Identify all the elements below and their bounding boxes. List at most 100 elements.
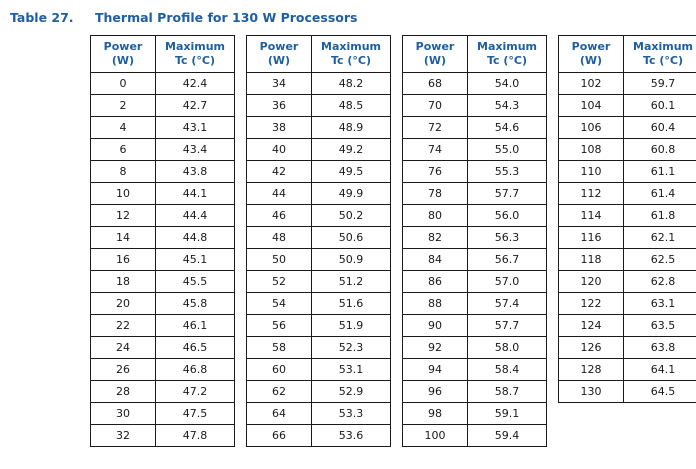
table-row: 122 63.1 — [558, 292, 696, 315]
tc-cell: 42.7 — [155, 94, 235, 117]
table-row: 28 47.2 — [90, 380, 235, 403]
power-cell: 98 — [402, 402, 468, 425]
power-cell: 26 — [90, 358, 156, 381]
power-cell: 44 — [246, 182, 312, 205]
tc-cell: 62.8 — [623, 270, 696, 293]
table-row: 74 55.0 — [402, 138, 547, 161]
table-row: 120 62.8 — [558, 270, 696, 293]
tc-cell: 44.8 — [155, 226, 235, 249]
table-row: 52 51.2 — [246, 270, 391, 293]
tc-cell: 56.7 — [467, 248, 547, 271]
tc-cell: 47.5 — [155, 402, 235, 425]
tables-row: Power (W) Maximum Tc (°C) 0 42.4 2 42.7 4 43.1 6 43… — [90, 35, 696, 447]
tc-cell: 53.1 — [311, 358, 391, 381]
table-row: 70 54.3 — [402, 94, 547, 117]
tc-cell: 48.9 — [311, 116, 391, 139]
table-row: 86 57.0 — [402, 270, 547, 293]
power-cell: 10 — [90, 182, 156, 205]
tc-cell: 43.4 — [155, 138, 235, 161]
power-cell: 68 — [402, 72, 468, 95]
thermal-table-4: Power (W) Maximum Tc (°C) 102 59.7 104 60.1 106 6… — [558, 35, 696, 403]
header-row: Power (W) Maximum Tc (°C) — [402, 35, 547, 73]
power-cell: 16 — [90, 248, 156, 271]
power-cell: 90 — [402, 314, 468, 337]
table-row: 108 60.8 — [558, 138, 696, 161]
tc-cell: 59.4 — [467, 424, 547, 447]
power-cell: 80 — [402, 204, 468, 227]
table-row: 92 58.0 — [402, 336, 547, 359]
power-cell: 54 — [246, 292, 312, 315]
table-row: 2 42.7 — [90, 94, 235, 117]
power-cell: 24 — [90, 336, 156, 359]
power-cell: 12 — [90, 204, 156, 227]
table-row: 118 62.5 — [558, 248, 696, 271]
table-row: 14 44.8 — [90, 226, 235, 249]
power-cell: 52 — [246, 270, 312, 293]
power-cell: 32 — [90, 424, 156, 447]
table-row: 4 43.1 — [90, 116, 235, 139]
tc-cell: 45.5 — [155, 270, 235, 293]
power-cell: 106 — [558, 116, 624, 139]
power-cell: 86 — [402, 270, 468, 293]
table-row: 102 59.7 — [558, 72, 696, 95]
tc-cell: 59.1 — [467, 402, 547, 425]
tc-cell: 57.0 — [467, 270, 547, 293]
table-row: 62 52.9 — [246, 380, 391, 403]
tc-cell: 58.0 — [467, 336, 547, 359]
power-cell: 14 — [90, 226, 156, 249]
tc-cell: 60.1 — [623, 94, 696, 117]
tc-cell: 61.8 — [623, 204, 696, 227]
tc-cell: 43.1 — [155, 116, 235, 139]
power-cell: 50 — [246, 248, 312, 271]
table-row: 104 60.1 — [558, 94, 696, 117]
table-row: 100 59.4 — [402, 424, 547, 447]
table-row: 64 53.3 — [246, 402, 391, 425]
power-cell: 0 — [90, 72, 156, 95]
table-row: 110 61.1 — [558, 160, 696, 183]
table-row: 116 62.1 — [558, 226, 696, 249]
power-cell: 100 — [402, 424, 468, 447]
table-row: 106 60.4 — [558, 116, 696, 139]
table-row: 126 63.8 — [558, 336, 696, 359]
tc-cell: 46.1 — [155, 314, 235, 337]
table-row: 24 46.5 — [90, 336, 235, 359]
power-cell: 4 — [90, 116, 156, 139]
power-cell: 88 — [402, 292, 468, 315]
tc-cell: 43.8 — [155, 160, 235, 183]
power-cell: 122 — [558, 292, 624, 315]
tc-cell: 46.8 — [155, 358, 235, 381]
tc-cell: 53.3 — [311, 402, 391, 425]
power-column-header: Power (W) — [558, 35, 624, 73]
tc-cell: 52.3 — [311, 336, 391, 359]
power-cell: 40 — [246, 138, 312, 161]
tc-cell: 50.6 — [311, 226, 391, 249]
table-row: 98 59.1 — [402, 402, 547, 425]
power-cell: 92 — [402, 336, 468, 359]
power-cell: 108 — [558, 138, 624, 161]
power-cell: 34 — [246, 72, 312, 95]
tc-cell: 51.6 — [311, 292, 391, 315]
tc-cell: 57.4 — [467, 292, 547, 315]
table-row: 10 44.1 — [90, 182, 235, 205]
tc-cell: 62.1 — [623, 226, 696, 249]
tc-cell: 55.3 — [467, 160, 547, 183]
tc-column-header: Maximum Tc (°C) — [467, 35, 547, 73]
table-row: 18 45.5 — [90, 270, 235, 293]
power-cell: 74 — [402, 138, 468, 161]
header-row: Power (W) Maximum Tc (°C) — [558, 35, 696, 73]
table-row: 36 48.5 — [246, 94, 391, 117]
table-row: 124 63.5 — [558, 314, 696, 337]
power-cell: 112 — [558, 182, 624, 205]
table-row: 42 49.5 — [246, 160, 391, 183]
table-number-label: Table 27. — [10, 10, 74, 25]
power-cell: 38 — [246, 116, 312, 139]
table-row: 82 56.3 — [402, 226, 547, 249]
table-row: 26 46.8 — [90, 358, 235, 381]
power-cell: 48 — [246, 226, 312, 249]
power-cell: 94 — [402, 358, 468, 381]
power-cell: 28 — [90, 380, 156, 403]
table-row: 90 57.7 — [402, 314, 547, 337]
table-row: 94 58.4 — [402, 358, 547, 381]
power-cell: 58 — [246, 336, 312, 359]
tc-cell: 46.5 — [155, 336, 235, 359]
